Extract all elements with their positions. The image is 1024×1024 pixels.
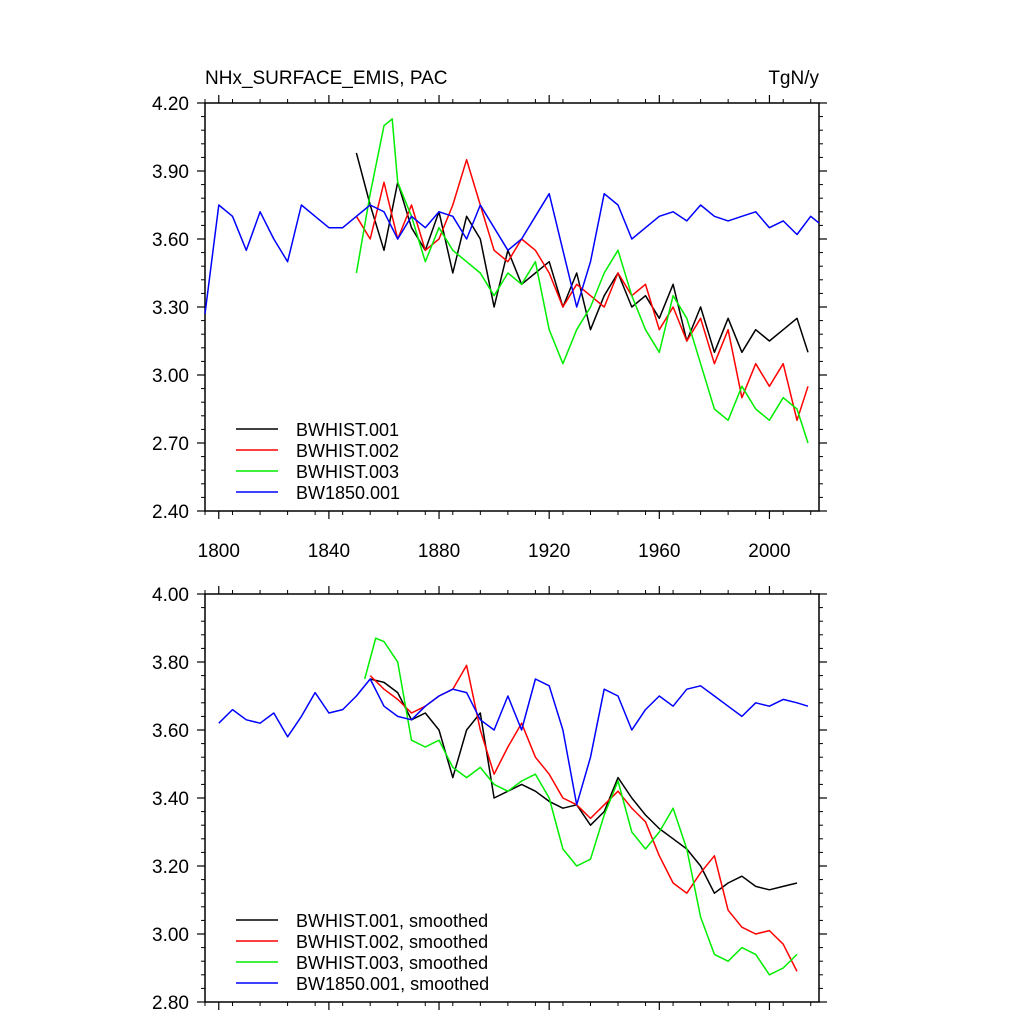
chart-panel-2: 2.80 3.00 3.20 3.40 3.60 3.80 4.00 BWHIST.001, … xyxy=(152,585,827,1014)
series-line-1 xyxy=(355,152,809,354)
legend-label-1: BWHIST.001, smoothed xyxy=(296,911,488,931)
y-tick-label: 3.00 xyxy=(152,925,189,946)
legend-label-3: BWHIST.003 xyxy=(296,462,399,482)
chart-title: NHx_SURFACE_EMIS, PAC xyxy=(205,68,447,89)
y-tick-label: 3.30 xyxy=(152,298,189,319)
series-line-3 xyxy=(355,118,809,444)
x-tick-label: 1800 xyxy=(198,541,240,562)
y-tick-label: 3.60 xyxy=(152,230,189,251)
chart-panel-1: 2.40 2.70 3.00 3.30 3.60 3.90 4.20 1800 1840 1880… xyxy=(152,68,827,562)
x-tick-label: 2000 xyxy=(748,541,790,562)
y-tick-label: 4.00 xyxy=(152,585,189,606)
x-tick-label: 1920 xyxy=(528,541,570,562)
y-tick-label: 3.00 xyxy=(152,366,189,387)
y-tick-label: 3.40 xyxy=(152,789,189,810)
y-tick-label: 2.40 xyxy=(152,502,189,523)
legend-label-4: BW1850.001, smoothed xyxy=(296,974,489,994)
legend-label-1: BWHIST.001 xyxy=(296,420,399,440)
series-line-4 xyxy=(204,192,820,314)
y-tick-label: 3.80 xyxy=(152,653,189,674)
legend-label-2: BWHIST.002 xyxy=(296,441,399,461)
y-tick-label: 3.20 xyxy=(152,857,189,878)
legend-label-4: BW1850.001 xyxy=(296,483,400,503)
series-line-4 xyxy=(218,678,809,806)
y-tick-label: 4.20 xyxy=(152,94,189,115)
y-tick-label: 3.60 xyxy=(152,721,189,742)
series-line-1 xyxy=(370,678,798,894)
chart-units: TgN/y xyxy=(768,68,819,89)
y-tick-label: 2.70 xyxy=(152,434,189,455)
x-tick-label: 1960 xyxy=(638,541,680,562)
legend-label-2: BWHIST.002, smoothed xyxy=(296,932,488,952)
legend-label-3: BWHIST.003, smoothed xyxy=(296,953,488,973)
x-tick-label: 1880 xyxy=(418,541,460,562)
y-tick-label: 2.80 xyxy=(152,993,189,1014)
x-tick-label: 1840 xyxy=(308,541,350,562)
y-tick-label: 3.90 xyxy=(152,162,189,183)
series-line-3 xyxy=(363,637,798,976)
